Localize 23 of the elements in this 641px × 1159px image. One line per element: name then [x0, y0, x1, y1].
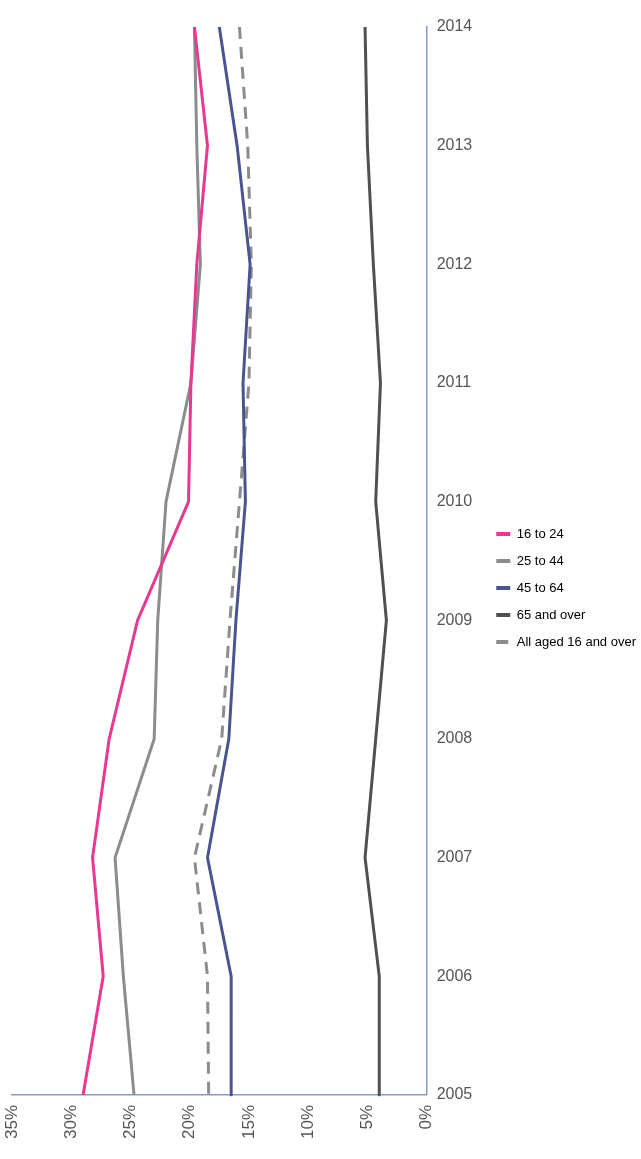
x-tick-label: 15%: [238, 1104, 258, 1140]
y-tick-label: 2006: [436, 966, 473, 984]
x-tick-label: 10%: [297, 1104, 317, 1140]
x-tick-label: 35%: [1, 1104, 21, 1140]
x-tick-label: 20%: [179, 1104, 199, 1140]
y-tick-label: 2005: [436, 1085, 473, 1103]
y-tick-label: 2007: [436, 848, 473, 866]
legend-label: All aged 16 and over: [516, 633, 637, 649]
x-tick-label: 0%: [416, 1104, 436, 1130]
legend-label: 25 to 44: [516, 552, 564, 568]
y-tick-label: 2008: [436, 729, 473, 747]
y-tick-label: 2010: [436, 492, 473, 510]
x-tick-label: 30%: [60, 1104, 80, 1140]
x-tick-label: 25%: [120, 1104, 140, 1140]
x-tick-label: 5%: [357, 1104, 377, 1130]
y-tick-label: 2014: [436, 17, 473, 35]
legend-label: 65 and over: [516, 606, 587, 622]
y-tick-label: 2012: [436, 254, 473, 272]
y-tick-label: 2009: [436, 610, 473, 628]
legend-label: 16 to 24: [516, 525, 564, 541]
legend-label: 45 to 64: [516, 579, 564, 595]
y-tick-label: 2011: [436, 373, 472, 391]
y-tick-label: 2013: [436, 136, 473, 154]
